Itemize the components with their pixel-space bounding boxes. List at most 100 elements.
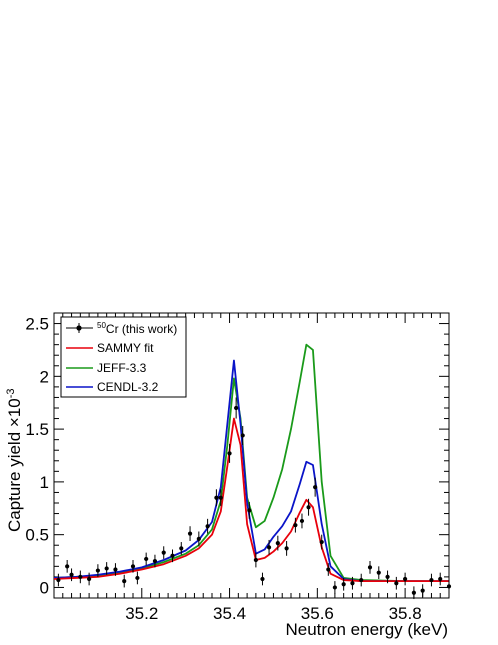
y-axis-title: Capture yield ×10-3: [5, 388, 24, 532]
data-point: [299, 513, 305, 529]
data-point-marker: [78, 574, 83, 579]
x-axis-title: Neutron energy (keV): [285, 620, 448, 639]
data-point: [385, 570, 390, 584]
data-point: [214, 489, 219, 507]
x-tick-labels: 35.2 35.4 35.6 35.8: [125, 604, 421, 623]
data-point-marker: [161, 550, 166, 555]
x-tick-label: 35.8: [389, 604, 422, 623]
legend-sammy-label: SAMMY fit: [97, 341, 154, 355]
data-point-marker: [420, 588, 425, 593]
data-point-marker: [179, 546, 184, 551]
data-point: [122, 574, 127, 588]
data-point-marker: [227, 451, 232, 456]
data-point-marker: [446, 584, 452, 589]
data-point: [104, 562, 109, 575]
data-point-marker: [144, 556, 149, 562]
curve-cendl-3-2: [53, 359, 449, 583]
data-point: [56, 573, 61, 587]
data-point: [313, 477, 318, 497]
x-tick-label: 35.2: [125, 604, 158, 623]
data-point-marker: [130, 564, 136, 569]
data-point-marker: [69, 572, 74, 577]
data-point: [69, 568, 74, 582]
data-point-marker: [234, 405, 239, 411]
data-point-marker: [205, 524, 210, 529]
legend-box: [60, 316, 187, 398]
data-point-marker: [429, 577, 434, 583]
plot-frame: [53, 312, 450, 599]
data-point-marker: [319, 539, 324, 545]
curve-sammy-fit: [53, 417, 449, 583]
data-point: [240, 425, 245, 445]
data-point-marker: [438, 576, 443, 582]
data-point: [332, 581, 337, 594]
legend-data-marker: [76, 325, 82, 331]
data-point: [260, 572, 265, 586]
data-point-marker: [293, 523, 298, 528]
data-point-marker: [299, 518, 305, 524]
data-point: [170, 549, 175, 563]
data-point: [438, 572, 443, 586]
data-point: [144, 552, 149, 566]
data-point: [306, 498, 311, 516]
data-point-marker: [376, 570, 381, 575]
data-point-marker: [332, 585, 337, 590]
data-point: [341, 577, 346, 591]
data-point-marker: [135, 575, 140, 581]
data-point: [429, 573, 434, 587]
data-point-marker: [247, 508, 252, 513]
data-point-marker: [394, 581, 399, 586]
legend: 50Cr (this work) SAMMY fit JEFF-3.3 CEND…: [60, 316, 187, 398]
y-tick-label: 2: [40, 367, 49, 386]
data-point-marker: [240, 433, 245, 438]
legend-data-text: Cr (this work): [106, 322, 177, 336]
data-point: [179, 542, 184, 555]
legend-data-superscript: 50: [97, 321, 106, 330]
data-point: [78, 570, 83, 584]
data-point: [65, 560, 70, 573]
data-point-marker: [359, 577, 364, 583]
data-point-marker: [350, 581, 355, 586]
data-point-marker: [411, 590, 416, 595]
data-point: [266, 539, 272, 555]
data-point: [326, 563, 331, 576]
data-point: [350, 576, 355, 590]
data-point: [87, 572, 92, 586]
data-point-marker: [56, 577, 61, 583]
data-point: [187, 526, 193, 541]
y-tick-label: 2.5: [25, 315, 49, 334]
data-point: [253, 552, 258, 568]
legend-jeff-label: JEFF-3.3: [97, 361, 147, 375]
data-point: [161, 546, 166, 559]
y-tick-label: 1: [40, 473, 49, 492]
y-axis-title-main: Capture yield ×10: [5, 398, 24, 532]
data-point-marker: [260, 576, 265, 582]
data-point: [234, 397, 239, 419]
data-point-marker: [95, 568, 100, 573]
data-point-marker: [218, 495, 223, 500]
data-point: [227, 443, 232, 463]
x-tick-label: 35.4: [213, 604, 246, 623]
data-point: [113, 563, 118, 576]
data-point-marker: [266, 545, 272, 550]
data-point: [359, 573, 364, 587]
data-point-marker: [152, 558, 158, 564]
data-point-marker: [87, 576, 92, 582]
y-tick-labels: 0 0.5 1 1.5 2 2.5: [25, 315, 49, 598]
data-point-marker: [326, 567, 331, 572]
data-point-marker: [113, 567, 118, 572]
data-point: [367, 561, 373, 574]
legend-data-label: 50Cr (this work): [97, 321, 177, 336]
data-point: [152, 554, 158, 568]
y-tick-label: 1.5: [25, 420, 49, 439]
data-point-marker: [65, 564, 70, 569]
data-point: [293, 517, 298, 533]
y-axis-title-exponent: -3: [5, 388, 17, 398]
data-points: [56, 397, 452, 600]
data-point: [411, 586, 416, 600]
legend-cendl-label: CENDL-3.2: [97, 380, 159, 394]
data-point-marker: [367, 565, 373, 570]
data-point-marker: [403, 576, 408, 582]
data-point: [95, 564, 100, 577]
data-point-marker: [313, 485, 318, 490]
